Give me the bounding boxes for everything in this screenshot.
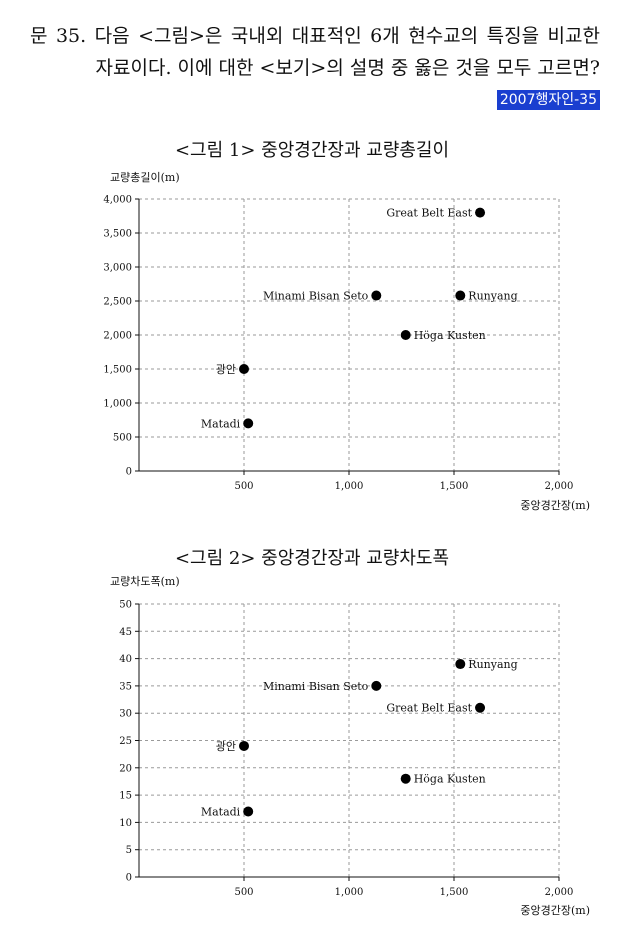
source-tag: 2007행자인-35 <box>496 90 600 110</box>
data-point <box>243 806 254 817</box>
question-line-1: 문 35. 다음 <그림>은 국내외 대표적인 6개 현수교의 특징을 비교한 <box>30 25 600 47</box>
y-tick-label: 3,000 <box>103 263 132 274</box>
x-tick-label: 500 <box>234 481 253 492</box>
question-text: 문 35. 다음 <그림>은 국내외 대표적인 6개 현수교의 특징을 비교한 … <box>30 20 600 84</box>
point-label: Minami Bisan Seto <box>263 290 369 303</box>
data-point <box>400 330 411 340</box>
y-tick-label: 0 <box>126 467 132 478</box>
data-point <box>239 364 249 374</box>
x-tick-label: 1,000 <box>335 481 364 492</box>
y-axis-label: 교량차도폭(m) <box>110 575 180 588</box>
point-label: Matadi <box>201 805 241 818</box>
x-tick-label: 500 <box>234 887 253 898</box>
y-tick-label: 15 <box>119 791 132 802</box>
y-tick-label: 0 <box>126 873 132 884</box>
data-point <box>239 740 249 751</box>
y-tick-label: 1,500 <box>103 365 132 376</box>
data-point <box>371 680 382 691</box>
y-tick-label: 5 <box>126 845 132 856</box>
data-point <box>243 418 254 429</box>
y-axis-label: 교량총길이(m) <box>110 171 180 184</box>
question-line-2: 자료이다. 이에 대한 <보기>의 설명 중 옳은 것을 모두 고르면? <box>95 57 600 79</box>
y-tick-label: 20 <box>119 763 132 774</box>
y-tick-label: 3,500 <box>103 229 132 240</box>
data-point <box>371 290 382 301</box>
data-point <box>400 773 411 784</box>
point-label: 광안 <box>216 740 236 753</box>
y-tick-label: 30 <box>119 709 132 720</box>
point-label: Minami Bisan Seto <box>263 680 369 693</box>
x-axis-label: 중앙경간장(m) <box>520 499 590 512</box>
y-tick-label: 1,000 <box>103 399 132 410</box>
data-point <box>455 290 466 301</box>
y-tick-label: 45 <box>119 627 132 638</box>
point-label: Great Belt East <box>386 207 472 220</box>
data-point <box>475 702 486 713</box>
point-label: Runyang <box>468 658 517 671</box>
y-tick-label: 4,000 <box>103 195 132 206</box>
x-tick-label: 2,000 <box>545 481 574 492</box>
x-tick-label: 1,500 <box>440 481 469 492</box>
point-label: Runyang <box>468 290 517 303</box>
data-point <box>475 207 486 218</box>
y-tick-label: 2,000 <box>103 331 132 342</box>
point-label: Höga Kusten <box>414 329 486 342</box>
chart-1-title: <그림 1> 중앙경간장과 교량총길이 <box>174 140 450 161</box>
point-label: Great Belt East <box>386 702 472 715</box>
x-tick-label: 1,000 <box>335 887 364 898</box>
x-tick-label: 2,000 <box>545 887 574 898</box>
y-tick-label: 500 <box>113 433 132 444</box>
y-tick-label: 25 <box>119 736 132 747</box>
x-axis-label: 중앙경간장(m) <box>520 904 590 917</box>
point-label: Höga Kusten <box>414 773 486 786</box>
y-tick-label: 40 <box>119 654 132 665</box>
y-tick-label: 10 <box>119 818 132 829</box>
point-label: 광안 <box>216 363 236 376</box>
data-point <box>455 659 466 670</box>
x-tick-label: 1,500 <box>440 887 469 898</box>
y-tick-label: 50 <box>119 600 132 611</box>
point-label: Matadi <box>201 417 241 430</box>
chart-2-title: <그림 2> 중앙경간장과 교량차도폭 <box>174 548 450 569</box>
y-tick-label: 2,500 <box>103 297 132 308</box>
y-tick-label: 35 <box>119 681 132 692</box>
